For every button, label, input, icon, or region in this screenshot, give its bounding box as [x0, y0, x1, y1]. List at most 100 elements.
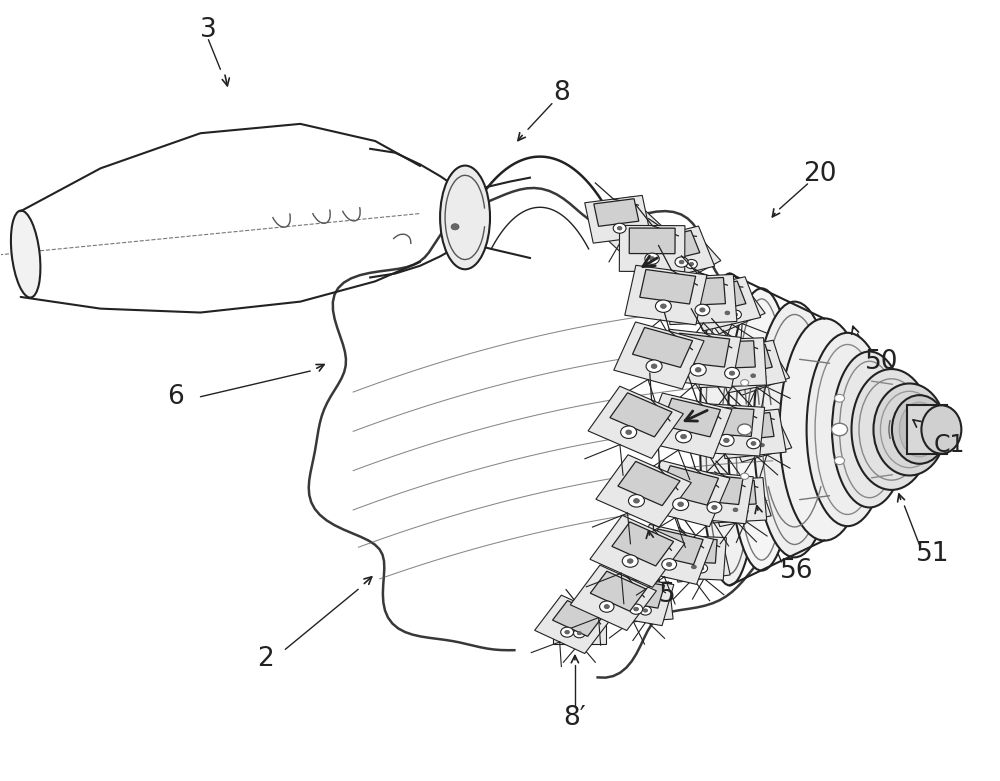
- Polygon shape: [585, 195, 651, 243]
- Circle shape: [604, 604, 609, 608]
- Circle shape: [736, 507, 748, 515]
- Circle shape: [634, 498, 639, 503]
- Polygon shape: [687, 276, 761, 331]
- Polygon shape: [650, 230, 721, 284]
- Circle shape: [700, 308, 705, 312]
- Circle shape: [622, 555, 638, 567]
- Text: 50: 50: [865, 348, 898, 375]
- Polygon shape: [598, 202, 643, 237]
- Polygon shape: [617, 578, 664, 608]
- Polygon shape: [696, 337, 767, 387]
- Polygon shape: [594, 198, 639, 226]
- Circle shape: [741, 380, 749, 386]
- Polygon shape: [695, 281, 765, 334]
- Text: 20: 20: [803, 161, 836, 187]
- Polygon shape: [629, 228, 675, 254]
- Ellipse shape: [899, 402, 939, 457]
- Circle shape: [630, 229, 634, 233]
- Polygon shape: [632, 327, 693, 367]
- Polygon shape: [717, 409, 786, 458]
- Text: 51: 51: [916, 541, 949, 567]
- Polygon shape: [640, 460, 730, 526]
- Text: 6: 6: [167, 383, 184, 410]
- Polygon shape: [624, 584, 664, 608]
- Polygon shape: [596, 455, 691, 527]
- Polygon shape: [535, 595, 611, 654]
- Circle shape: [645, 253, 659, 264]
- Circle shape: [678, 502, 684, 507]
- Polygon shape: [561, 608, 598, 629]
- Circle shape: [649, 257, 655, 261]
- Circle shape: [695, 305, 710, 316]
- Circle shape: [681, 434, 686, 439]
- Circle shape: [712, 505, 717, 509]
- Polygon shape: [553, 606, 606, 644]
- Circle shape: [574, 629, 585, 638]
- Ellipse shape: [754, 301, 836, 558]
- Circle shape: [721, 308, 734, 318]
- Ellipse shape: [892, 395, 947, 464]
- Circle shape: [747, 438, 760, 449]
- Polygon shape: [692, 474, 743, 505]
- Ellipse shape: [440, 166, 490, 269]
- Polygon shape: [678, 541, 719, 567]
- Circle shape: [640, 606, 651, 615]
- Polygon shape: [590, 515, 685, 587]
- Polygon shape: [670, 538, 730, 582]
- Circle shape: [626, 430, 632, 434]
- Circle shape: [740, 509, 744, 513]
- Ellipse shape: [852, 369, 931, 490]
- Circle shape: [630, 604, 643, 615]
- Circle shape: [634, 608, 639, 611]
- Circle shape: [689, 262, 694, 266]
- Polygon shape: [666, 274, 737, 325]
- Circle shape: [666, 562, 672, 566]
- Polygon shape: [588, 387, 683, 458]
- Circle shape: [655, 300, 671, 312]
- Polygon shape: [612, 522, 674, 566]
- Circle shape: [561, 627, 574, 637]
- Circle shape: [628, 494, 644, 507]
- Circle shape: [760, 444, 764, 447]
- Polygon shape: [553, 601, 602, 637]
- Circle shape: [729, 371, 735, 376]
- Circle shape: [691, 565, 696, 569]
- Circle shape: [613, 223, 626, 234]
- Polygon shape: [640, 269, 696, 304]
- Text: C1: C1: [934, 433, 965, 457]
- Circle shape: [676, 430, 692, 443]
- Circle shape: [751, 374, 756, 378]
- Circle shape: [695, 368, 701, 372]
- Text: 3: 3: [200, 16, 217, 42]
- Circle shape: [662, 558, 677, 570]
- Text: 2: 2: [257, 647, 274, 672]
- Polygon shape: [659, 465, 719, 505]
- Polygon shape: [721, 344, 790, 395]
- Polygon shape: [707, 341, 755, 369]
- Polygon shape: [677, 277, 725, 306]
- Polygon shape: [704, 286, 749, 319]
- Polygon shape: [632, 524, 714, 584]
- Polygon shape: [714, 341, 786, 393]
- Polygon shape: [690, 403, 765, 456]
- Polygon shape: [590, 197, 661, 252]
- Circle shape: [675, 257, 688, 267]
- Circle shape: [741, 473, 749, 480]
- Circle shape: [835, 457, 845, 465]
- Ellipse shape: [780, 319, 869, 540]
- Circle shape: [758, 376, 762, 379]
- Polygon shape: [734, 417, 778, 446]
- Circle shape: [751, 441, 756, 445]
- Circle shape: [733, 313, 738, 316]
- Circle shape: [686, 259, 697, 269]
- Circle shape: [835, 394, 845, 402]
- Polygon shape: [674, 333, 730, 367]
- Text: 5: 5: [659, 582, 676, 608]
- Polygon shape: [618, 462, 680, 505]
- Text: 56: 56: [780, 558, 813, 584]
- Polygon shape: [619, 226, 685, 272]
- Ellipse shape: [11, 211, 40, 298]
- Circle shape: [738, 424, 752, 435]
- Circle shape: [725, 367, 739, 379]
- Polygon shape: [712, 480, 756, 506]
